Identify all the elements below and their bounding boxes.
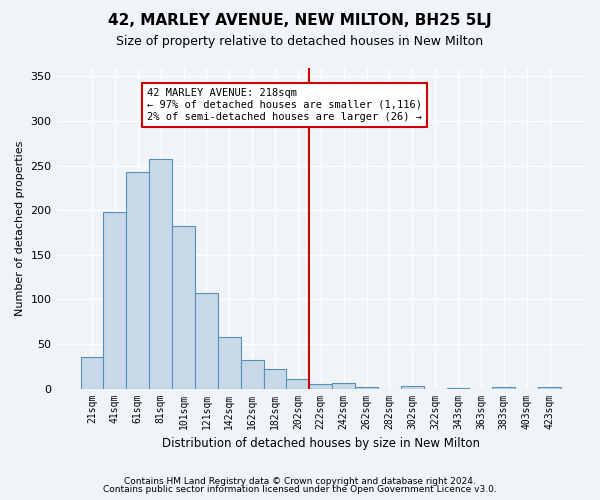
Bar <box>286 378 310 388</box>
Text: 42 MARLEY AVENUE: 218sqm
← 97% of detached houses are smaller (1,116)
2% of semi: 42 MARLEY AVENUE: 218sqm ← 97% of detach… <box>147 88 422 122</box>
Bar <box>103 212 127 388</box>
Bar <box>355 387 378 388</box>
Text: Size of property relative to detached houses in New Milton: Size of property relative to detached ho… <box>116 35 484 48</box>
Bar <box>263 369 286 388</box>
Bar <box>149 160 172 388</box>
Bar <box>310 384 332 388</box>
Bar <box>80 358 103 388</box>
X-axis label: Distribution of detached houses by size in New Milton: Distribution of detached houses by size … <box>162 437 480 450</box>
Text: Contains public sector information licensed under the Open Government Licence v3: Contains public sector information licen… <box>103 485 497 494</box>
Bar <box>493 387 515 388</box>
Bar <box>241 360 263 388</box>
Bar <box>538 387 561 388</box>
Bar <box>401 386 424 388</box>
Text: Contains HM Land Registry data © Crown copyright and database right 2024.: Contains HM Land Registry data © Crown c… <box>124 477 476 486</box>
Bar <box>172 226 195 388</box>
Bar <box>195 293 218 388</box>
Bar <box>332 383 355 388</box>
Y-axis label: Number of detached properties: Number of detached properties <box>15 140 25 316</box>
Bar <box>127 172 149 388</box>
Text: 42, MARLEY AVENUE, NEW MILTON, BH25 5LJ: 42, MARLEY AVENUE, NEW MILTON, BH25 5LJ <box>108 12 492 28</box>
Bar <box>218 337 241 388</box>
